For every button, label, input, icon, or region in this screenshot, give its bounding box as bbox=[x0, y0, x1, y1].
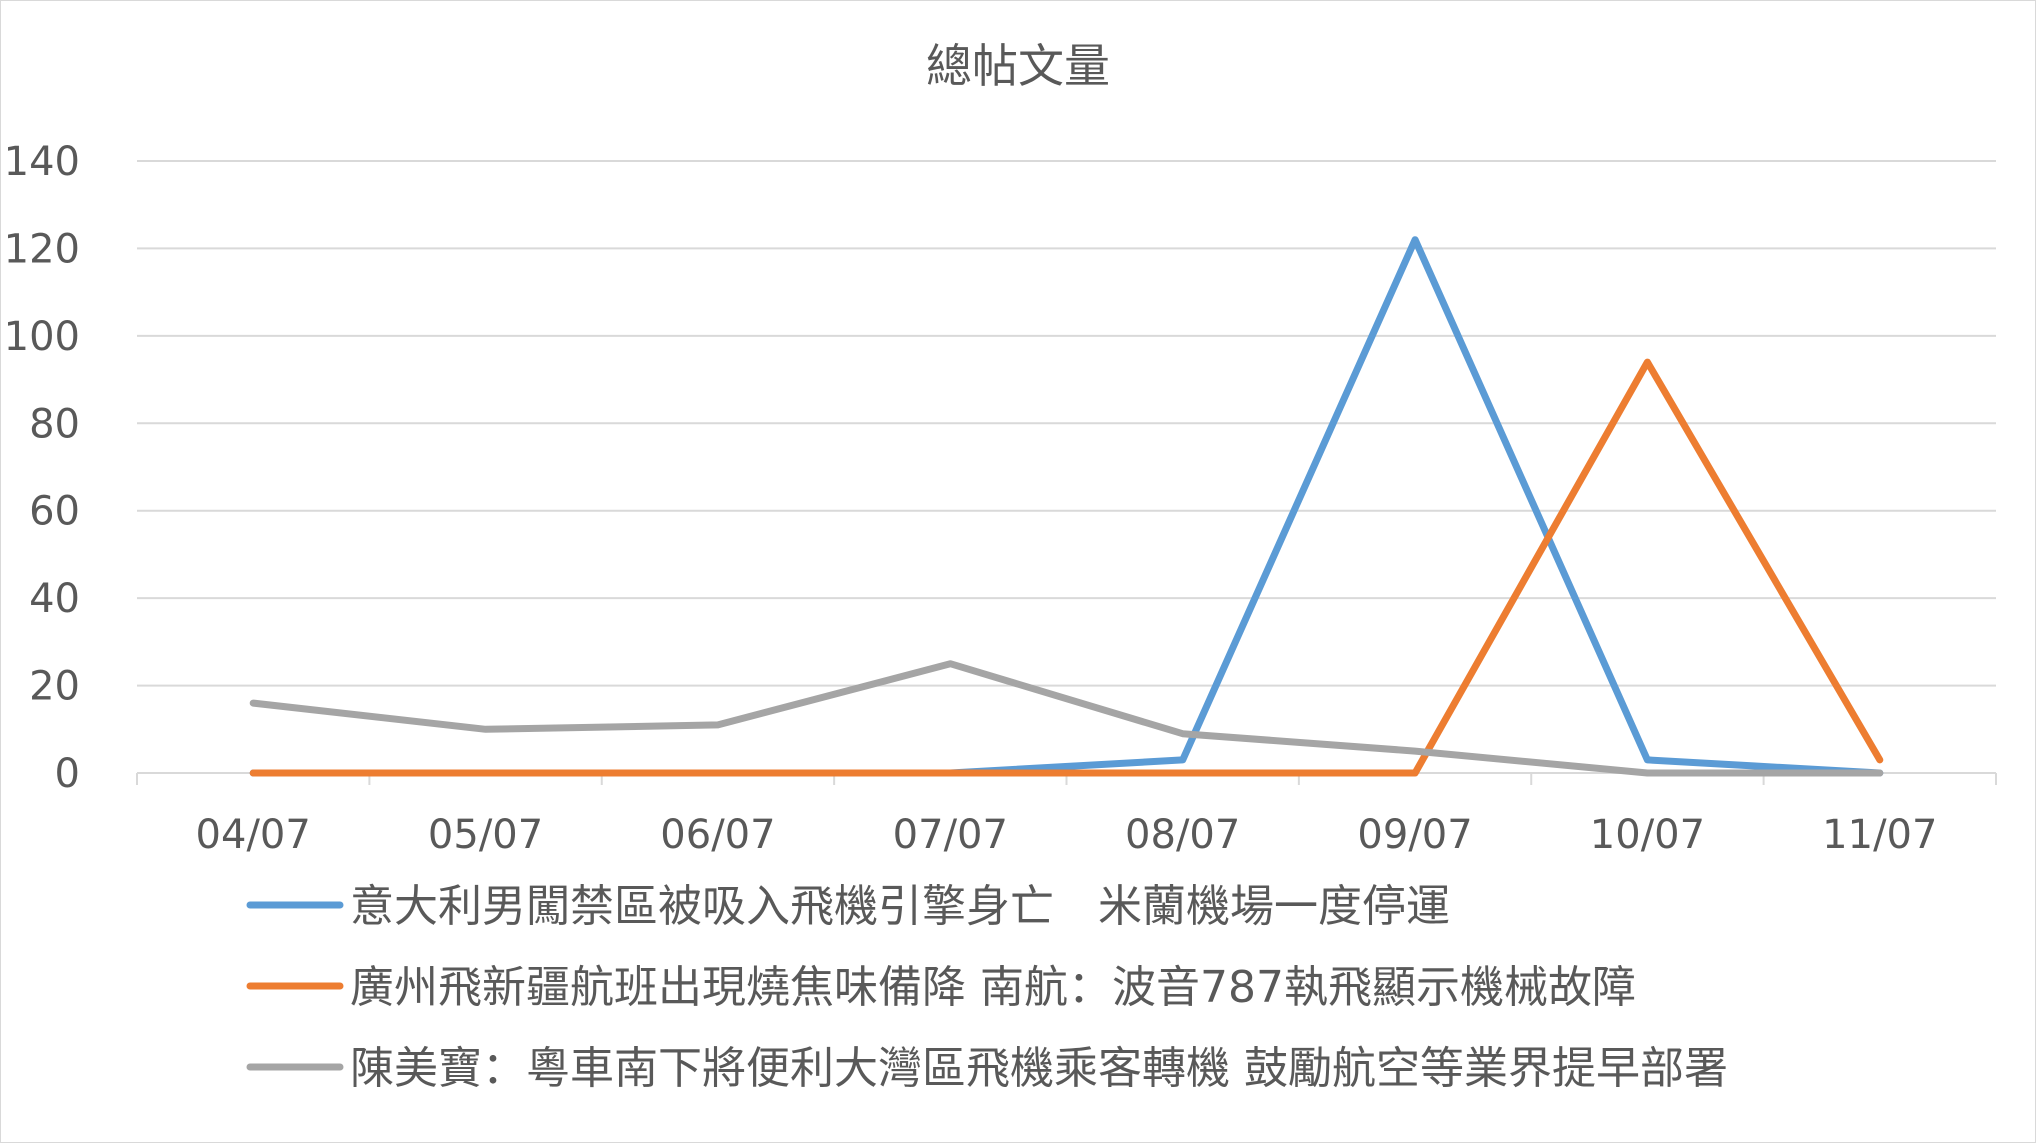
legend: 意大利男闖禁區被吸入飛機引擎身亡 米蘭機場一度停運廣州飛新疆航班出現燒焦味備降 … bbox=[246, 881, 1728, 1094]
gridlines bbox=[137, 160, 1996, 687]
y-tick-label: 40 bbox=[29, 576, 80, 622]
legend-label: 廣州飛新疆航班出現燒焦味備降 南航：波音787執飛顯示機械故障 bbox=[350, 962, 1636, 1013]
series-layer bbox=[249, 236, 1884, 777]
chart-title: 總帖文量 bbox=[926, 39, 1110, 93]
x-tick-label: 06/07 bbox=[660, 812, 775, 858]
legend-item: 廣州飛新疆航班出現燒焦味備降 南航：波音787執飛顯示機械故障 bbox=[246, 962, 1636, 1013]
series-line-1 bbox=[249, 236, 1884, 777]
x-axis: 04/07 05/07 06/07 07/07 08/07 09/07 10/07 11/07 bbox=[136, 772, 1997, 858]
y-tick-label: 80 bbox=[29, 401, 80, 447]
y-tick-label: 20 bbox=[29, 664, 80, 710]
x-tick-label: 11/07 bbox=[1822, 812, 1937, 858]
x-tick-label: 09/07 bbox=[1357, 812, 1472, 858]
x-tick-label: 08/07 bbox=[1125, 812, 1240, 858]
series-line-2 bbox=[249, 358, 1884, 777]
y-tick-label: 120 bbox=[4, 226, 80, 272]
legend-label: 意大利男闖禁區被吸入飛機引擎身亡 米蘭機場一度停運 bbox=[350, 881, 1450, 932]
legend-item: 意大利男闖禁區被吸入飛機引擎身亡 米蘭機場一度停運 bbox=[246, 881, 1450, 932]
x-tick-label: 07/07 bbox=[893, 812, 1008, 858]
legend-item: 陳美寶：粵車南下將便利大灣區飛機乘客轉機 鼓勵航空等業界提早部署 bbox=[246, 1043, 1728, 1094]
x-tick-label: 04/07 bbox=[196, 812, 311, 858]
x-tick-label: 10/07 bbox=[1590, 812, 1705, 858]
x-tick-label: 05/07 bbox=[428, 812, 543, 858]
y-axis: 0 20 40 60 80 100 120 140 bbox=[4, 139, 80, 797]
legend-label: 陳美寶：粵車南下將便利大灣區飛機乘客轉機 鼓勵航空等業界提早部署 bbox=[350, 1043, 1728, 1094]
y-tick-label: 100 bbox=[4, 314, 80, 360]
y-tick-label: 0 bbox=[55, 751, 80, 797]
y-tick-label: 60 bbox=[29, 489, 80, 535]
y-tick-label: 140 bbox=[4, 139, 80, 185]
series-line-3 bbox=[249, 660, 1884, 777]
